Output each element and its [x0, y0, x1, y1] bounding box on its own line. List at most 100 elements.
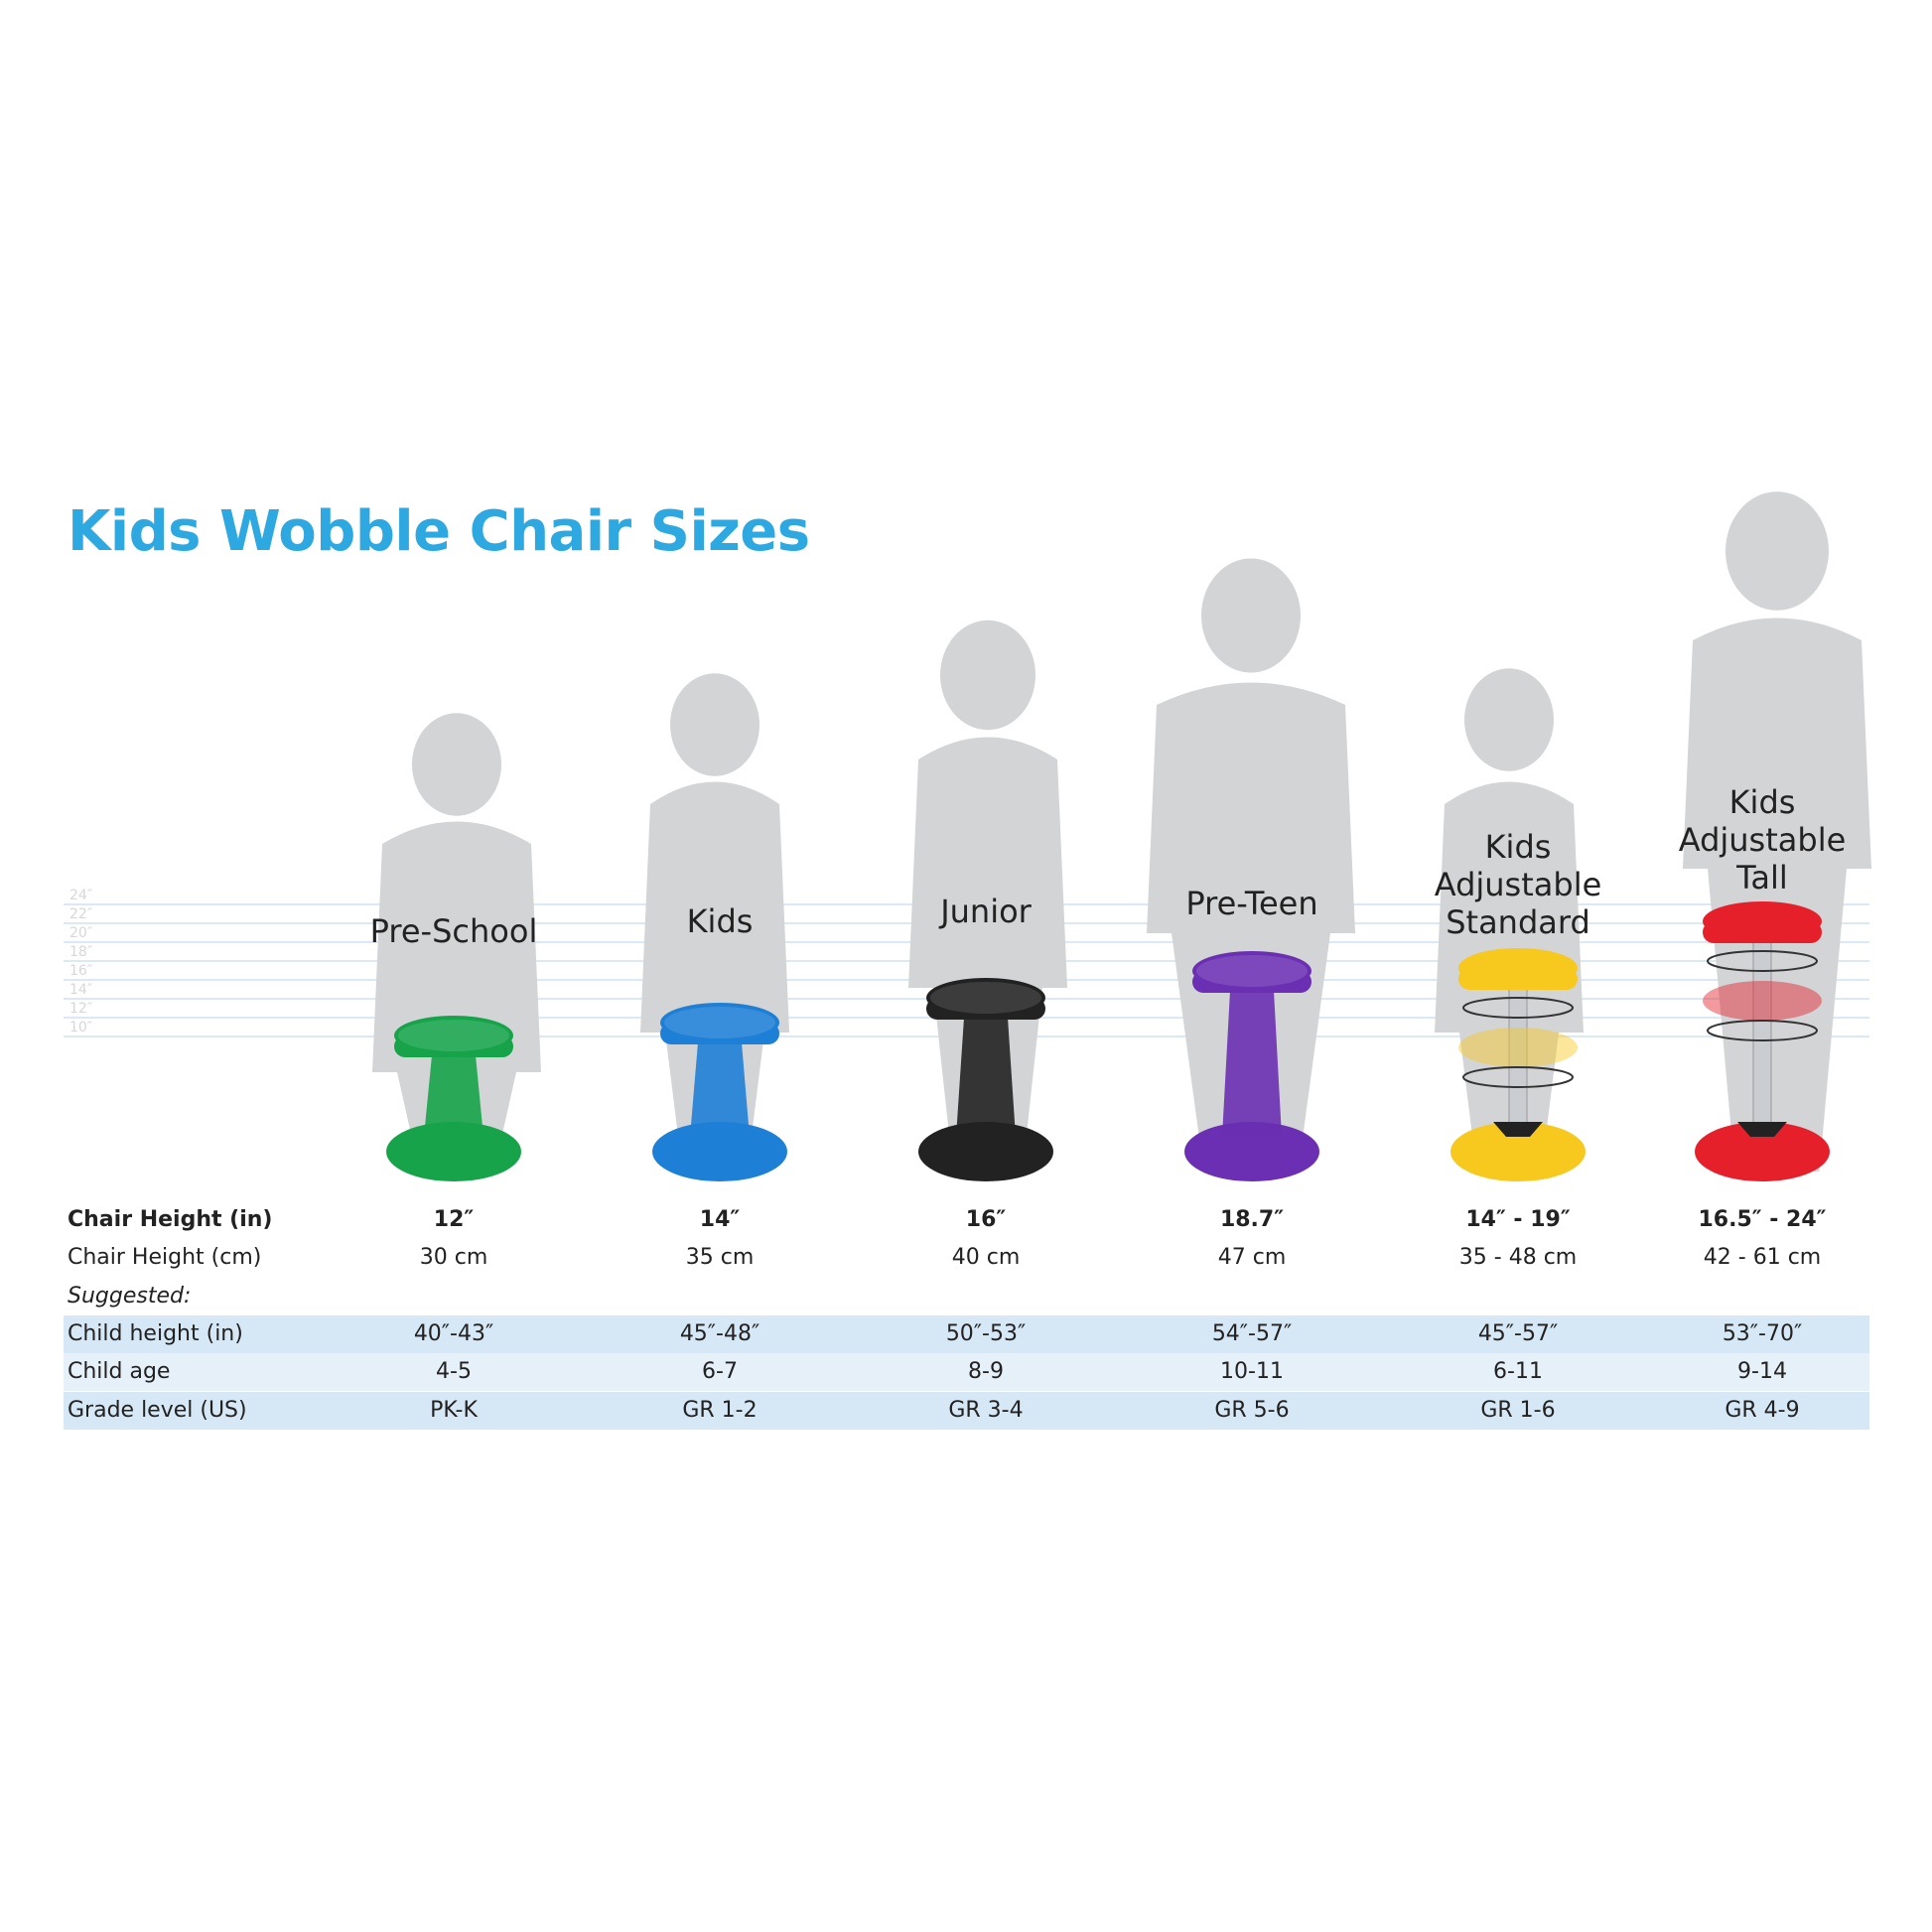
cell-chair-height-cm: 30 cm [419, 1245, 488, 1270]
cell-grade-level: GR 1-6 [1480, 1398, 1556, 1423]
chair-seat [1703, 901, 1822, 941]
body-shape [908, 737, 1067, 1172]
cell-child-age: 6-7 [702, 1359, 738, 1384]
scale-label: 12″ [69, 1001, 93, 1017]
scale-label: 24″ [69, 888, 93, 903]
row-label: Chair Height (cm) [68, 1245, 262, 1270]
page-title: Kids Wobble Chair Sizes [68, 499, 810, 564]
row-chair-height-cm: Chair Height (cm) 30 cm 35 cm 40 cm 47 cm 35… [64, 1239, 1869, 1277]
chair-base [652, 1122, 787, 1181]
chair-5 [1450, 948, 1586, 1181]
cell-chair-height-in: 12″ [433, 1207, 475, 1232]
product-name-line: Adjustable [1434, 866, 1602, 903]
cell-child-height-in: 53″-70″ [1722, 1321, 1803, 1346]
cell-child-height-in: 50″-53″ [945, 1321, 1027, 1346]
chair-2 [652, 1003, 787, 1181]
scale-label: 18″ [69, 944, 93, 960]
chair-3 [918, 978, 1053, 1181]
cell-child-height-in: 40″-43″ [413, 1321, 494, 1346]
cell-child-age: 4-5 [436, 1359, 472, 1384]
chair-base [1450, 1122, 1586, 1181]
chair-base [386, 1122, 521, 1181]
row-label: Grade level (US) [68, 1398, 247, 1423]
product-name-line: Kids [1728, 783, 1796, 821]
cell-child-age: 10-11 [1220, 1359, 1284, 1384]
chair-seat [660, 1003, 779, 1042]
cell-grade-level: GR 1-2 [682, 1398, 758, 1423]
body-shape [1683, 618, 1871, 1172]
chair-seat-highlight [398, 1020, 509, 1051]
child-silhouette [1147, 558, 1355, 1172]
foot-ring [1707, 950, 1818, 972]
chair-seat [1458, 948, 1578, 988]
cell-chair-height-in: 18.7″ [1219, 1207, 1285, 1232]
row-label: Child age [68, 1359, 171, 1384]
row-suggested: Suggested: [64, 1278, 1869, 1315]
row-label: Chair Height (in) [68, 1207, 273, 1232]
body-shape [1147, 682, 1355, 1172]
product-name: Junior [940, 893, 1032, 930]
cell-grade-level: GR 3-4 [948, 1398, 1024, 1423]
cell-chair-height-in: 14″ [699, 1207, 741, 1232]
chair-seat-ghost [1458, 1028, 1578, 1067]
chair-stem [690, 1042, 750, 1137]
product-name: Pre-Teen [1185, 885, 1318, 922]
row-chair-height-in: Chair Height (in) 12″ 14″ 16″ 18.7″ 14″ - 19… [64, 1201, 1869, 1239]
scale-label: 20″ [69, 925, 93, 941]
cell-grade-level: GR 4-9 [1725, 1398, 1800, 1423]
chair-seat [926, 978, 1045, 1018]
chair-base [1184, 1122, 1319, 1181]
chair-seat-highlight [664, 1007, 775, 1038]
head-shape [940, 620, 1035, 731]
body-shape [372, 821, 541, 1172]
chair-seat-ghost [1703, 981, 1822, 1021]
body-shape [640, 781, 789, 1172]
product-name-line: Kids [1484, 828, 1552, 866]
chair-stem [1222, 991, 1282, 1137]
cell-child-age: 9-14 [1737, 1359, 1787, 1384]
cell-chair-height-in: 14″ - 19″ [1465, 1207, 1571, 1232]
foot-ring [1462, 997, 1574, 1019]
head-shape [1725, 491, 1829, 611]
chair-seat [1192, 951, 1311, 991]
cell-child-height-in: 54″-57″ [1211, 1321, 1293, 1346]
product-name-line: Standard [1446, 903, 1590, 941]
cell-grade-level: PK-K [430, 1398, 478, 1423]
cell-chair-height-cm: 42 - 61 cm [1703, 1245, 1822, 1270]
head-shape [1464, 668, 1554, 771]
product-name: Pre-School [369, 912, 538, 950]
chair-seat-highlight [930, 982, 1041, 1014]
cell-chair-height-cm: 47 cm [1217, 1245, 1287, 1270]
chair-stem [424, 1055, 483, 1137]
child-silhouette [640, 673, 789, 1172]
cell-child-age: 8-9 [968, 1359, 1004, 1384]
foot-ring [1462, 1066, 1574, 1088]
cell-chair-height-cm: 35 - 48 cm [1458, 1245, 1578, 1270]
chair-base-clamp [1737, 1122, 1787, 1137]
head-shape [412, 713, 501, 816]
chair-base [1695, 1122, 1830, 1181]
foot-ring [1707, 1020, 1818, 1041]
row-child-height: Child height (in) 40″-43″ 45″-48″ 50″-53″ 5… [64, 1315, 1869, 1353]
product-name: Kids Adjustable Tall [1633, 783, 1891, 897]
head-shape [670, 673, 759, 776]
row-grade-level: Grade level (US) PK-K GR 1-2 GR 3-4 GR 5-6 G… [64, 1392, 1869, 1430]
chair-seat-highlight [1196, 955, 1308, 987]
product-name: Kids [686, 902, 754, 940]
scale-label: 14″ [69, 982, 93, 998]
chair-stem [956, 1018, 1016, 1137]
chair-6 [1695, 901, 1830, 1181]
product-name: Kids Adjustable Standard [1389, 828, 1647, 941]
chair-4 [1184, 951, 1319, 1181]
scale-label: 10″ [69, 1020, 93, 1035]
cell-chair-height-cm: 40 cm [951, 1245, 1021, 1270]
child-silhouette [372, 713, 541, 1172]
row-label: Child height (in) [68, 1321, 243, 1346]
chair-seat [394, 1016, 513, 1055]
chair-base [918, 1122, 1053, 1181]
scale-label: 22″ [69, 906, 93, 922]
chair-1 [386, 1016, 521, 1181]
product-name-line: Adjustable [1678, 821, 1847, 859]
cell-child-height-in: 45″-48″ [679, 1321, 760, 1346]
